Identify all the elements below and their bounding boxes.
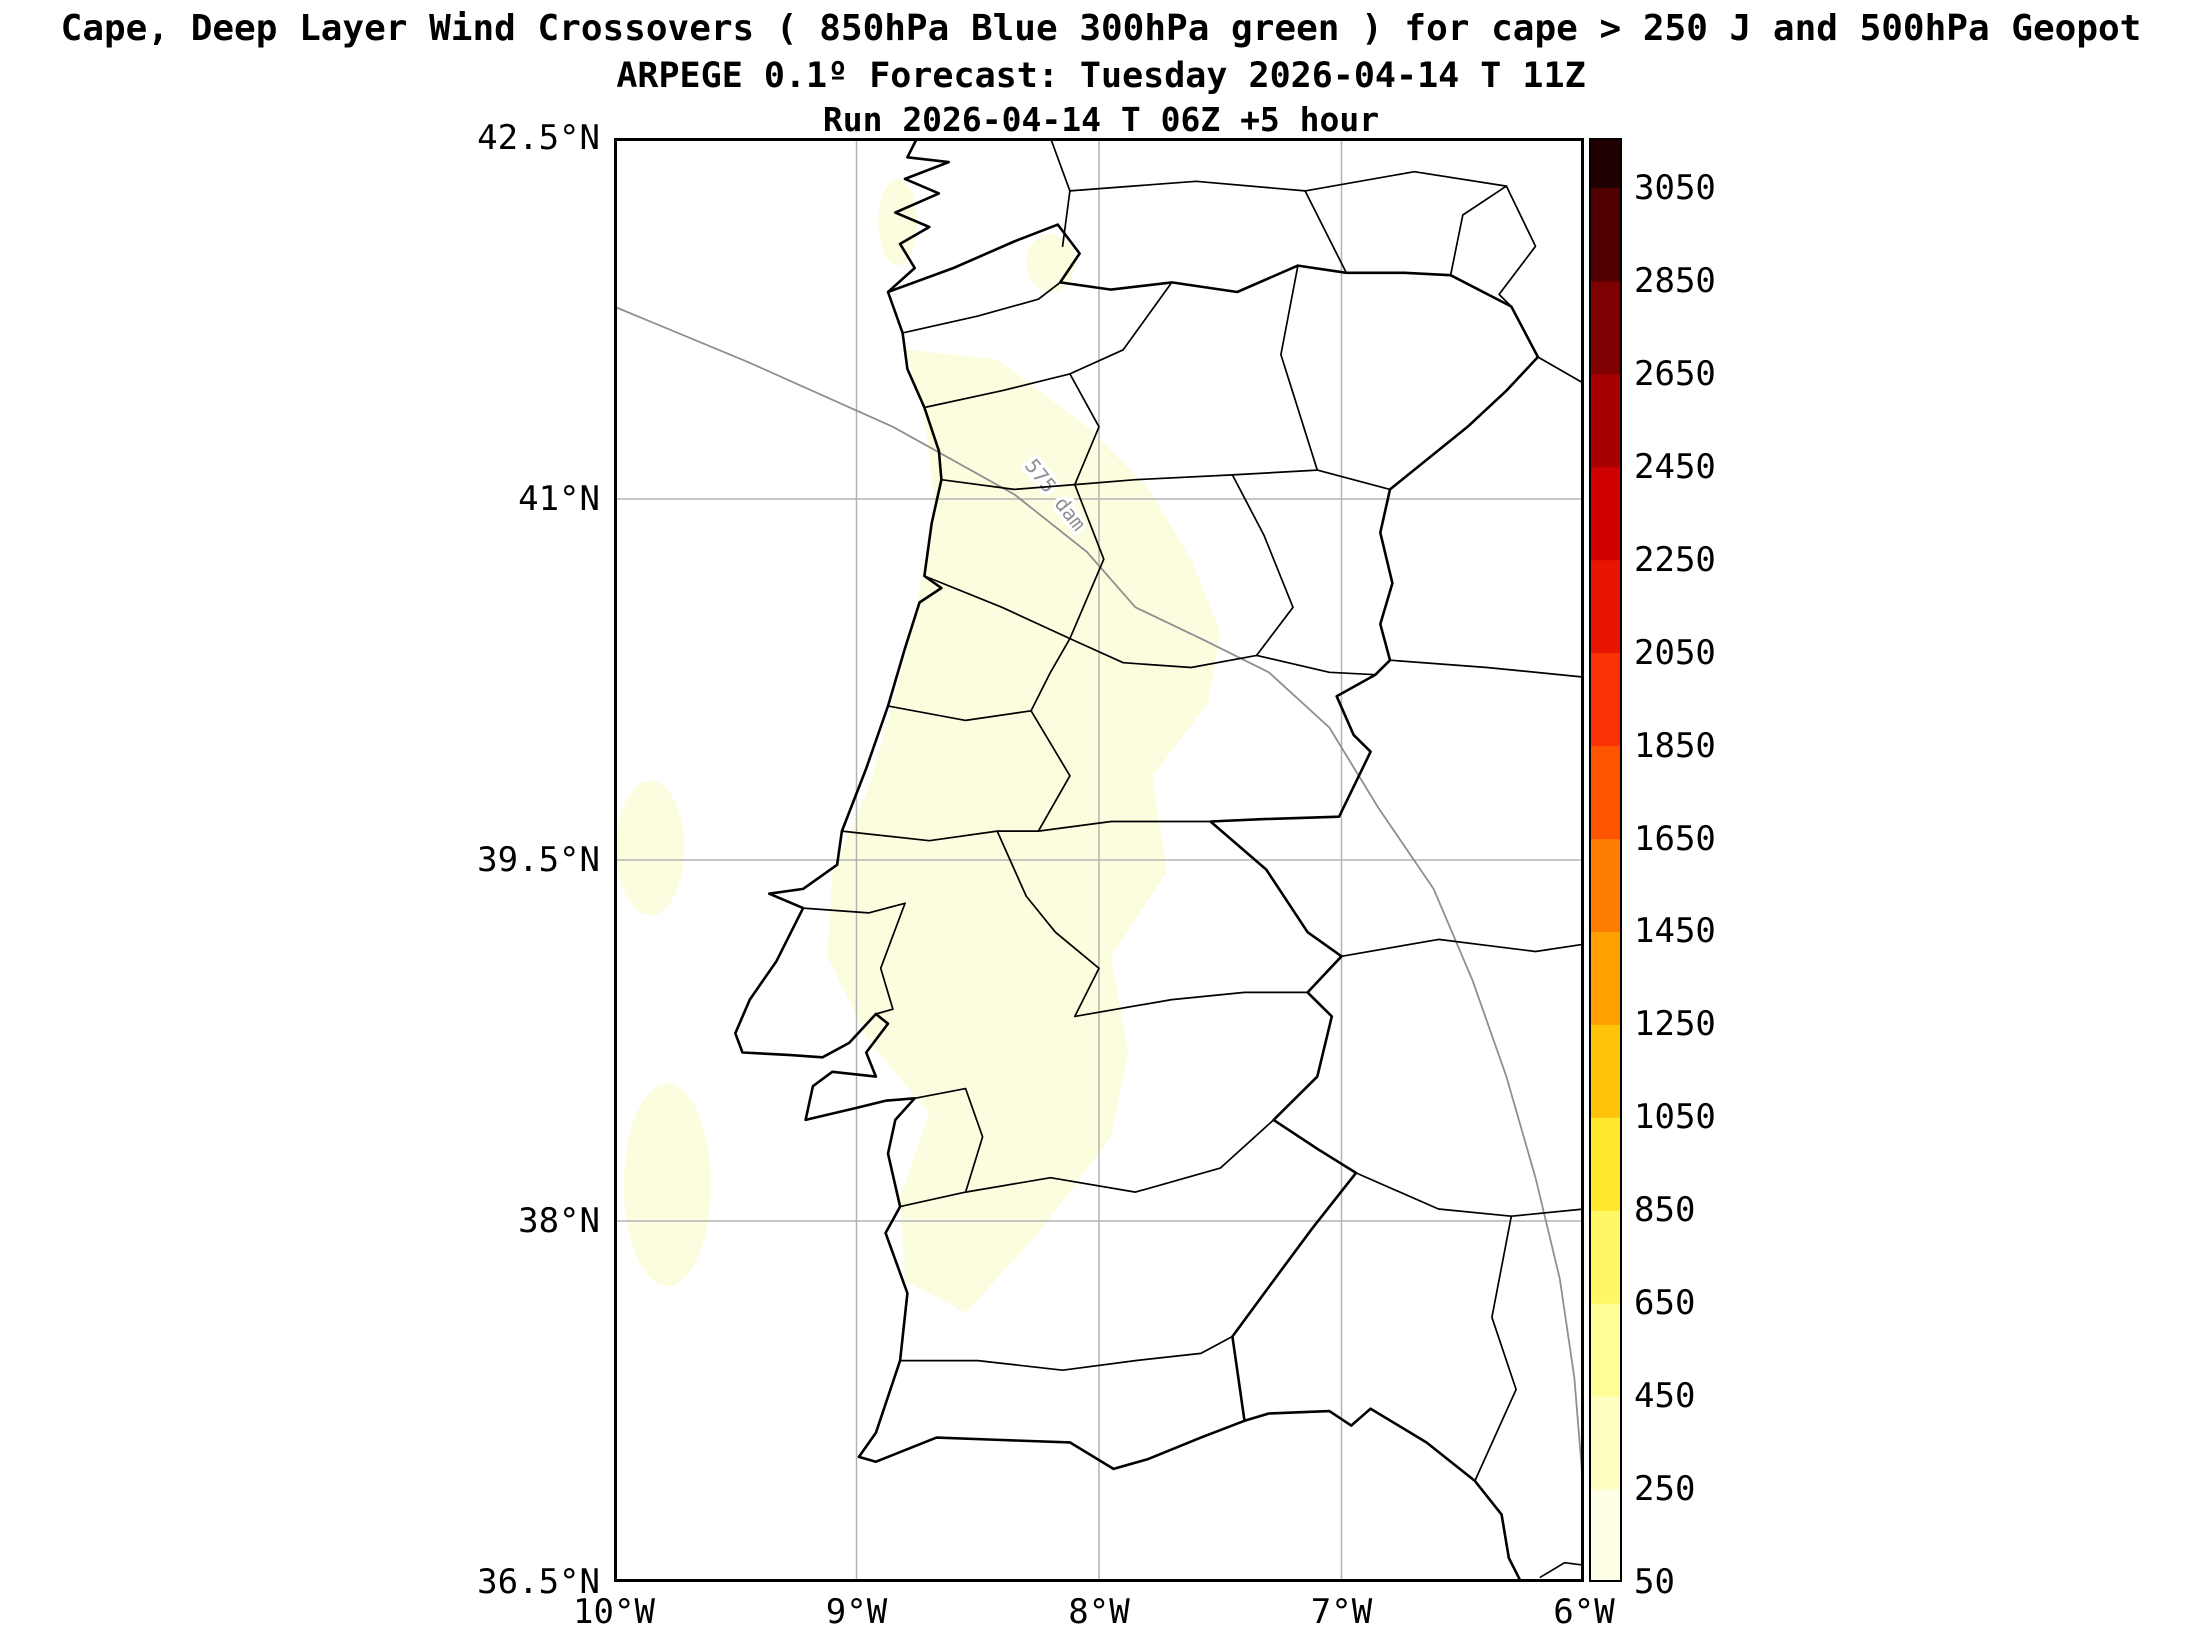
colorbar-tick-label: 850 bbox=[1634, 1190, 1696, 1231]
colorbar-tick-label: 2050 bbox=[1634, 632, 1716, 673]
colorbar-segment bbox=[1589, 188, 1622, 282]
colorbar-tick-label: 50 bbox=[1634, 1562, 1675, 1602]
colorbar-segment bbox=[1589, 931, 1622, 1025]
map-canvas: 575 dam bbox=[614, 138, 1584, 1582]
colorbar-tick-label: 1850 bbox=[1634, 725, 1716, 766]
colorbar-tick-label: 2850 bbox=[1634, 260, 1716, 301]
colorbar-tick-label: 3050 bbox=[1634, 168, 1716, 208]
latitude-tick-label: 42.5°N bbox=[477, 118, 600, 158]
admin-boundaries bbox=[802, 138, 1584, 1579]
colorbar-tick-label: 1250 bbox=[1634, 1004, 1716, 1045]
map-frame bbox=[614, 138, 1584, 1582]
colorbar-frame bbox=[1589, 138, 1622, 1582]
cape-shading bbox=[616, 178, 1221, 1313]
longitude-tick-label: 10°W bbox=[573, 1592, 655, 1632]
colorbar-tick-label: 650 bbox=[1634, 1283, 1696, 1324]
colorbar-tick-label: 450 bbox=[1634, 1376, 1696, 1417]
colorbar-segment bbox=[1589, 373, 1622, 468]
colorbar-segment bbox=[1589, 1024, 1622, 1118]
colorbar-tick-label: 250 bbox=[1634, 1469, 1696, 1510]
figure-title-line3: Run 2026-04-14 T 06Z +5 hour bbox=[822, 100, 1380, 139]
colorbar-tick-label: 1650 bbox=[1634, 818, 1716, 859]
colorbar-segment bbox=[1589, 466, 1622, 561]
longitude-tick-label: 6°W bbox=[1553, 1592, 1615, 1632]
colorbar bbox=[1589, 138, 1622, 1582]
colorbar-segment bbox=[1589, 745, 1622, 840]
latitude-tick-label: 39.5°N bbox=[477, 840, 600, 880]
colorbar-segment bbox=[1589, 1210, 1622, 1304]
colorbar-tick-label: 1050 bbox=[1634, 1097, 1716, 1138]
longitude-tick-label: 7°W bbox=[1310, 1592, 1373, 1632]
colorbar-tick-label: 1450 bbox=[1634, 911, 1716, 952]
figure-title-line2: ARPEGE 0.1º Forecast: Tuesday 2026-04-14… bbox=[616, 56, 1586, 96]
colorbar-tick-label: 2250 bbox=[1634, 539, 1716, 580]
longitude-tick-label: 8°W bbox=[1068, 1592, 1130, 1632]
colorbar-segment bbox=[1589, 559, 1622, 654]
colorbar-segment bbox=[1589, 652, 1622, 747]
colorbar-segment bbox=[1589, 280, 1622, 375]
colorbar-segment bbox=[1589, 1396, 1622, 1490]
colorbar-segment bbox=[1589, 1117, 1622, 1211]
figure-title-line1: Cape, Deep Layer Wind Crossovers ( 850hP… bbox=[60, 8, 2142, 49]
colorbar-segment bbox=[1589, 838, 1622, 932]
latitude-tick-label: 38°N bbox=[518, 1201, 600, 1241]
latitude-tick-label: 36.5°N bbox=[477, 1562, 600, 1602]
latitude-tick-label: 41°N bbox=[518, 479, 600, 519]
colorbar-segment bbox=[1589, 138, 1622, 188]
longitude-tick-label: 9°W bbox=[825, 1592, 888, 1632]
coastline bbox=[734, 138, 1523, 1582]
colorbar-segment bbox=[1589, 1489, 1622, 1582]
country-border bbox=[887, 223, 1540, 1421]
graticule bbox=[614, 138, 1584, 1582]
colorbar-segment bbox=[1589, 1303, 1622, 1397]
colorbar-tick-label: 2450 bbox=[1634, 446, 1716, 487]
colorbar-tick-label: 2650 bbox=[1634, 353, 1716, 394]
